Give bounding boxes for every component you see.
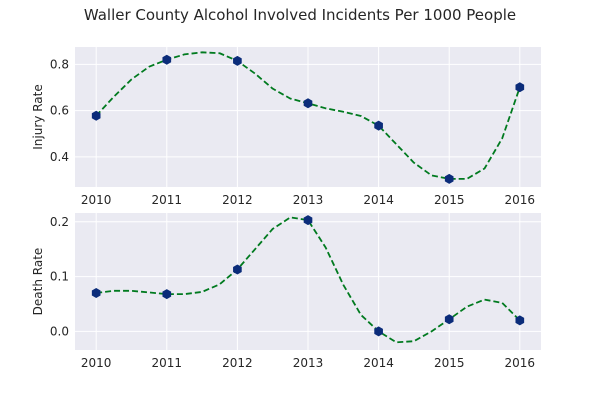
death-x-tick-label: 2016 bbox=[505, 356, 536, 370]
injury-x-tick-label: 2012 bbox=[222, 193, 253, 207]
death-rate-panel: 2010 2011 2012 2013 2014 2015 2016 0.0 0.1 0.2 Dea… bbox=[31, 213, 541, 370]
injury-y-tick-label: 0.6 bbox=[50, 104, 69, 118]
injury-y-tick-label: 0.8 bbox=[50, 57, 69, 71]
death-x-tick-label: 2013 bbox=[293, 356, 324, 370]
death-y-tick-label: 0.1 bbox=[50, 270, 69, 284]
injury-x-tick-label: 2011 bbox=[152, 193, 183, 207]
death-data-point bbox=[233, 264, 242, 275]
death-y-axis-label: Death Rate bbox=[31, 248, 45, 316]
death-data-point bbox=[374, 326, 383, 337]
injury-data-point bbox=[444, 173, 454, 184]
injury-x-tick-label: 2014 bbox=[363, 193, 394, 207]
injury-data-point bbox=[374, 120, 383, 131]
injury-data-point bbox=[303, 98, 313, 109]
death-data-point bbox=[303, 215, 313, 226]
death-y-tick-label: 0.0 bbox=[50, 324, 69, 338]
death-x-tick-label: 2014 bbox=[363, 356, 394, 370]
injury-data-point bbox=[162, 54, 172, 65]
death-x-tick-label: 2011 bbox=[152, 356, 183, 370]
injury-data-point bbox=[515, 82, 525, 93]
death-data-point bbox=[444, 314, 454, 325]
chart-title: Waller County Alcohol Involved Incidents… bbox=[84, 6, 516, 24]
injury-data-point bbox=[91, 110, 101, 121]
injury-x-tick-label: 2013 bbox=[293, 193, 324, 207]
death-data-point bbox=[91, 288, 101, 299]
injury-data-point bbox=[233, 55, 242, 66]
injury-x-tick-label: 2015 bbox=[434, 193, 465, 207]
death-x-tick-label: 2012 bbox=[222, 356, 253, 370]
death-y-tick-label: 0.2 bbox=[50, 215, 69, 229]
death-x-tick-label: 2015 bbox=[434, 356, 465, 370]
death-data-point bbox=[162, 289, 172, 300]
death-x-tick-label: 2010 bbox=[81, 356, 112, 370]
injury-y-axis-label: Injury Rate bbox=[31, 84, 45, 149]
injury-x-tick-label: 2016 bbox=[505, 193, 536, 207]
injury-rate-panel: 2010 2011 2012 2013 2014 2015 2016 0.4 0.6 0.8 Inj… bbox=[31, 47, 541, 207]
injury-y-tick-label: 0.4 bbox=[50, 150, 69, 164]
death-data-point bbox=[515, 315, 525, 326]
injury-x-tick-label: 2010 bbox=[81, 193, 112, 207]
